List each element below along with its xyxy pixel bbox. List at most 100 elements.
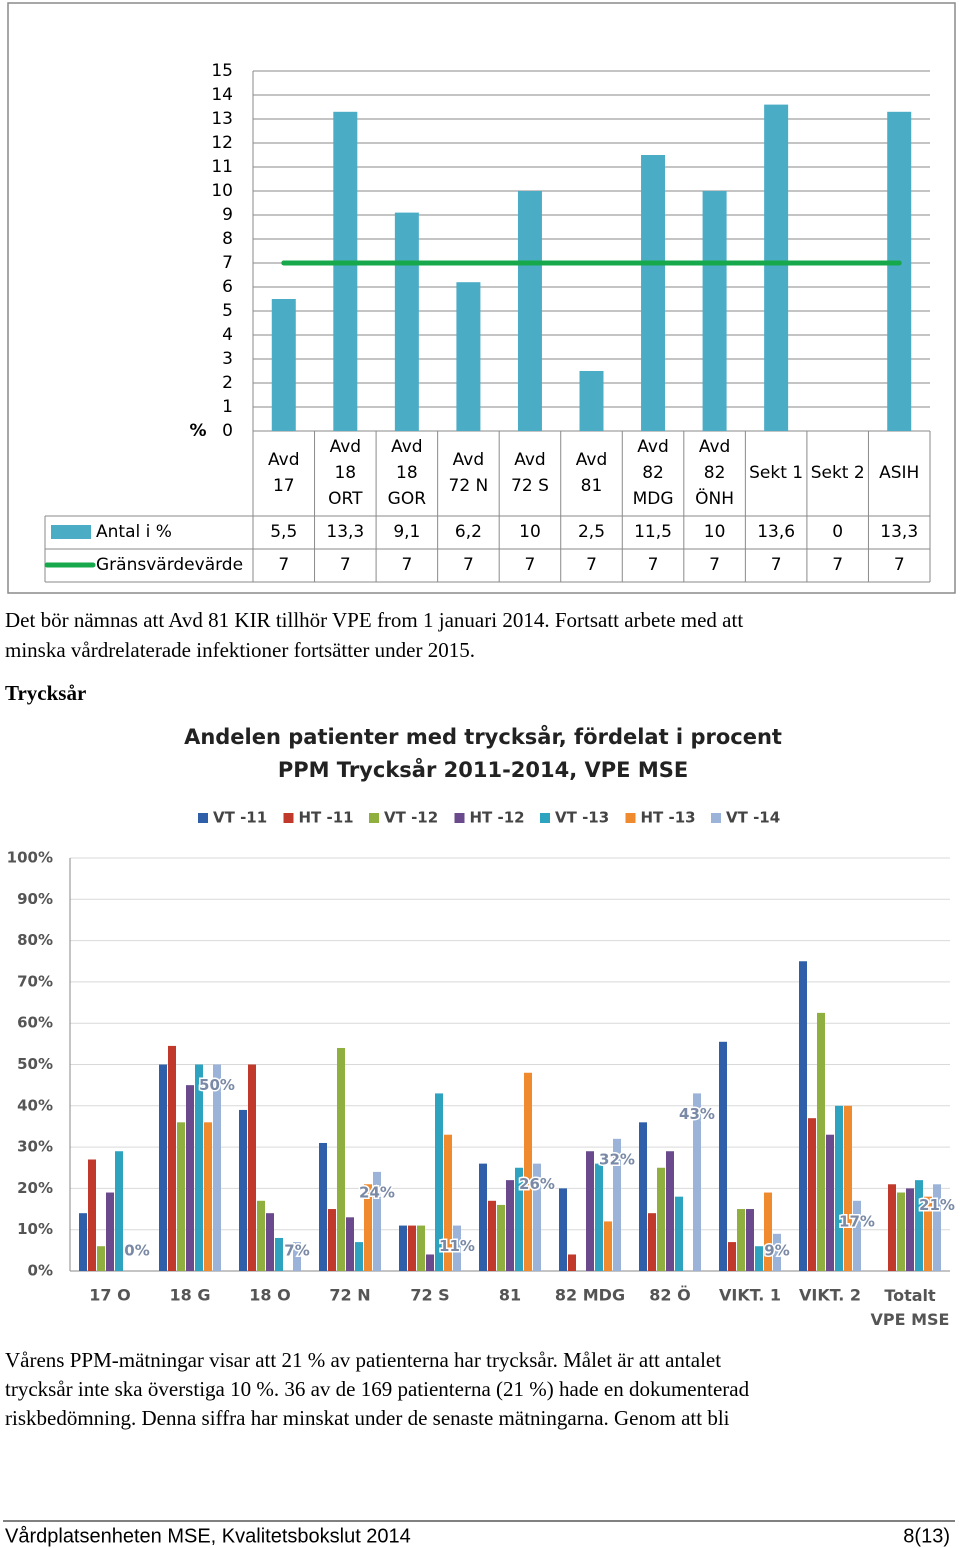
bar xyxy=(693,1093,701,1271)
bar xyxy=(444,1134,452,1271)
legend-key xyxy=(283,813,294,823)
y-tick-label: 3 xyxy=(222,349,233,369)
y-tick-label: 100% xyxy=(7,849,53,867)
bar xyxy=(456,282,481,431)
bar xyxy=(675,1196,683,1271)
legend-label: HT -11 xyxy=(299,809,354,827)
x-tick-label: VIKT. 2 xyxy=(799,1286,861,1305)
table-value: 7 xyxy=(463,555,474,575)
heading: Trycksår xyxy=(5,681,86,705)
table-value: 10 xyxy=(519,522,541,542)
bar xyxy=(924,1196,932,1271)
paragraph-line: trycksår inte ska överstiga 10 %. 36 av … xyxy=(5,1377,750,1401)
y-axis-label: % xyxy=(189,421,206,441)
bar xyxy=(853,1200,861,1271)
bar xyxy=(168,1045,176,1271)
bar xyxy=(888,1184,896,1271)
bar xyxy=(595,1163,603,1271)
y-tick-label: 13 xyxy=(211,109,233,129)
x-tick-label: 81 xyxy=(499,1286,521,1305)
bar xyxy=(586,1151,594,1271)
y-tick-label: 5 xyxy=(222,301,233,321)
bar xyxy=(639,1122,647,1271)
bar xyxy=(728,1242,736,1271)
bar xyxy=(702,191,727,431)
table-value: 7 xyxy=(586,555,597,575)
bar xyxy=(719,1041,727,1271)
chart-subtitle: PPM Trycksår 2011-2014, VPE MSE xyxy=(278,757,688,782)
x-tick-label: Avd 72 N xyxy=(449,450,489,496)
bar xyxy=(346,1217,354,1271)
legend-key xyxy=(198,813,208,823)
legend-key xyxy=(625,813,636,823)
chart-frame xyxy=(7,2,956,594)
paragraph-line: Vårens PPM-mätningar visar att 21 % av p… xyxy=(5,1348,721,1372)
table-value: 7 xyxy=(894,555,905,575)
y-tick-label: 80% xyxy=(17,931,53,949)
bar xyxy=(641,155,666,431)
table-value: 13,3 xyxy=(880,522,918,542)
bar xyxy=(248,1064,256,1271)
bar xyxy=(177,1122,185,1271)
bar xyxy=(657,1167,665,1271)
x-tick-label: 17 O xyxy=(89,1286,130,1305)
bar xyxy=(826,1134,834,1271)
bar xyxy=(915,1180,923,1271)
bar xyxy=(97,1246,105,1271)
table-value: 7 xyxy=(525,555,536,575)
bar xyxy=(764,1192,772,1271)
bar xyxy=(906,1188,914,1271)
legend-key xyxy=(51,525,91,539)
bar xyxy=(887,111,912,432)
legend-label: VT -13 xyxy=(555,809,609,827)
y-tick-label: 0% xyxy=(28,1262,53,1280)
bar xyxy=(559,1188,567,1271)
bar xyxy=(488,1200,496,1271)
bar xyxy=(399,1225,407,1271)
bar xyxy=(364,1184,372,1271)
data-label: 32% xyxy=(599,1150,635,1168)
bar xyxy=(239,1109,247,1271)
bar xyxy=(817,1012,825,1271)
bar xyxy=(195,1064,203,1271)
x-tick-label: Sekt 1 xyxy=(749,463,803,483)
data-label: 43% xyxy=(679,1105,715,1123)
x-tick-label: Avd 17 xyxy=(268,450,300,496)
y-tick-label: 40% xyxy=(17,1096,53,1114)
bar xyxy=(746,1209,754,1271)
legend-key xyxy=(369,813,379,823)
legend-label: HT -13 xyxy=(641,809,696,827)
y-tick-label: 7 xyxy=(222,253,233,273)
x-tick-label: ASIH xyxy=(879,463,919,483)
x-tick-label: 82 MDG xyxy=(555,1286,625,1305)
bar xyxy=(204,1122,212,1271)
legend-key xyxy=(711,813,721,823)
x-tick-label: 18 O xyxy=(249,1286,290,1305)
table-value: 7 xyxy=(832,555,843,575)
data-label: 9% xyxy=(764,1242,789,1260)
bar xyxy=(579,371,604,431)
y-tick-label: 14 xyxy=(211,85,233,105)
bar xyxy=(106,1192,114,1271)
table-value: 11,5 xyxy=(634,522,672,542)
x-tick-label: VIKT. 1 xyxy=(719,1286,781,1305)
bar xyxy=(737,1209,745,1271)
bar xyxy=(835,1105,843,1271)
bar xyxy=(524,1072,532,1271)
bar xyxy=(257,1200,265,1271)
data-label: 21% xyxy=(919,1196,955,1214)
bar xyxy=(604,1221,612,1271)
table-value: 9,1 xyxy=(393,522,420,542)
legend-label: Gränsvärdevärde xyxy=(96,555,243,575)
data-label: 26% xyxy=(519,1175,555,1193)
bar xyxy=(773,1233,781,1271)
y-tick-label: 11 xyxy=(211,157,233,177)
bar xyxy=(328,1209,336,1271)
bar xyxy=(394,212,419,431)
y-tick-label: 12 xyxy=(211,133,233,153)
bar xyxy=(79,1213,87,1271)
bar xyxy=(497,1204,505,1271)
x-tick-label: Avd 82 ÖNH xyxy=(695,437,734,509)
